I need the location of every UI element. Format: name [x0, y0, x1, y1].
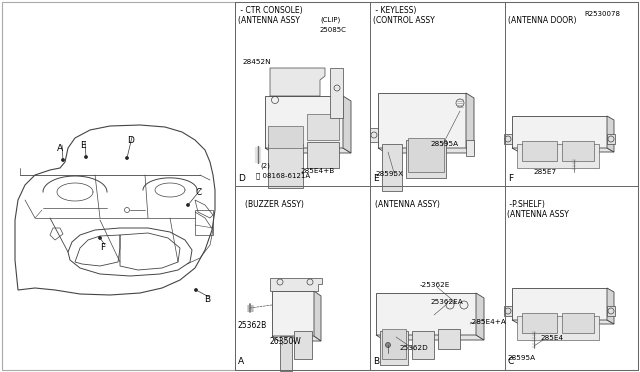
- Bar: [382, 329, 406, 359]
- Text: -25362E: -25362E: [420, 282, 451, 288]
- Bar: [408, 138, 444, 172]
- Bar: [412, 331, 434, 359]
- Text: 28595A: 28595A: [430, 141, 458, 147]
- Text: -P.SHELF): -P.SHELF): [507, 199, 545, 208]
- Text: 285E4: 285E4: [540, 335, 563, 341]
- Text: A: A: [57, 144, 63, 153]
- Text: C: C: [196, 187, 202, 196]
- Bar: [307, 142, 339, 168]
- Polygon shape: [607, 116, 614, 152]
- Polygon shape: [270, 68, 325, 96]
- Bar: [280, 336, 292, 371]
- Text: F: F: [100, 244, 105, 253]
- Polygon shape: [376, 335, 484, 340]
- Circle shape: [61, 158, 65, 161]
- Bar: [466, 140, 474, 156]
- Bar: [382, 144, 402, 191]
- Polygon shape: [607, 306, 615, 316]
- Polygon shape: [376, 293, 476, 335]
- Bar: [438, 329, 460, 349]
- Circle shape: [186, 203, 189, 206]
- Bar: [562, 141, 594, 161]
- Text: F: F: [508, 173, 513, 183]
- Polygon shape: [370, 128, 378, 142]
- Polygon shape: [330, 68, 343, 118]
- Polygon shape: [512, 148, 614, 152]
- Polygon shape: [265, 148, 351, 153]
- Text: A: A: [238, 357, 244, 366]
- Polygon shape: [272, 291, 314, 336]
- Polygon shape: [512, 320, 614, 324]
- Text: Ⓢ 08168-6121A: Ⓢ 08168-6121A: [256, 173, 310, 179]
- Circle shape: [99, 237, 102, 240]
- Text: 285E4+B: 285E4+B: [300, 168, 334, 174]
- Polygon shape: [270, 278, 322, 291]
- Bar: [294, 331, 312, 359]
- Text: D: D: [127, 135, 134, 144]
- Text: 25085C: 25085C: [320, 27, 347, 33]
- Bar: [406, 140, 446, 178]
- Text: (CONTROL ASSY: (CONTROL ASSY: [373, 16, 435, 25]
- Text: (ANTENNA DOOR): (ANTENNA DOOR): [508, 16, 577, 25]
- Text: -285E4+A: -285E4+A: [470, 319, 507, 325]
- Text: - KEYLESS): - KEYLESS): [373, 6, 417, 15]
- Text: E: E: [80, 141, 86, 150]
- Polygon shape: [607, 288, 614, 324]
- Circle shape: [84, 155, 88, 158]
- Bar: [307, 114, 339, 140]
- Polygon shape: [265, 96, 343, 148]
- Polygon shape: [378, 148, 474, 153]
- Text: E: E: [373, 173, 379, 183]
- Text: B: B: [204, 295, 210, 305]
- Text: D: D: [238, 173, 245, 183]
- Polygon shape: [504, 134, 512, 144]
- Bar: [517, 144, 599, 168]
- Text: - CTR CONSOLE): - CTR CONSOLE): [238, 6, 303, 15]
- Text: 285E7: 285E7: [533, 169, 556, 175]
- Bar: [522, 313, 557, 333]
- Text: B: B: [373, 357, 379, 366]
- Text: 25362B: 25362B: [238, 321, 268, 330]
- Text: (BUZZER ASSY): (BUZZER ASSY): [245, 199, 304, 208]
- Polygon shape: [343, 96, 351, 153]
- Circle shape: [385, 343, 390, 347]
- Bar: [517, 316, 599, 340]
- Polygon shape: [512, 116, 607, 148]
- Text: 28452N: 28452N: [242, 59, 271, 65]
- Text: 28595A: 28595A: [507, 355, 535, 361]
- Bar: [522, 141, 557, 161]
- Text: (ANTENNA ASSY): (ANTENNA ASSY): [375, 199, 440, 208]
- Bar: [195, 210, 213, 235]
- Text: (ANTENNA ASSY: (ANTENNA ASSY: [507, 209, 569, 218]
- Text: 25362EA: 25362EA: [430, 299, 463, 305]
- Polygon shape: [476, 293, 484, 340]
- Polygon shape: [607, 134, 615, 144]
- Polygon shape: [272, 336, 321, 341]
- Polygon shape: [466, 93, 474, 153]
- Text: R2530078: R2530078: [584, 11, 620, 17]
- Text: 25362D: 25362D: [399, 345, 428, 351]
- Text: 28595X: 28595X: [375, 171, 403, 177]
- Polygon shape: [378, 93, 466, 148]
- Text: 26350W: 26350W: [270, 337, 301, 346]
- Polygon shape: [314, 291, 321, 341]
- Circle shape: [195, 289, 198, 292]
- Bar: [268, 126, 303, 148]
- Bar: [380, 331, 408, 365]
- Polygon shape: [504, 306, 512, 316]
- Text: (CLIP): (CLIP): [320, 17, 340, 23]
- Circle shape: [125, 157, 129, 160]
- Text: C: C: [508, 357, 515, 366]
- Bar: [562, 313, 594, 333]
- Polygon shape: [512, 288, 607, 320]
- Text: (ANTENNA ASSY: (ANTENNA ASSY: [238, 16, 300, 25]
- Bar: [268, 144, 303, 188]
- Text: (2): (2): [260, 163, 270, 169]
